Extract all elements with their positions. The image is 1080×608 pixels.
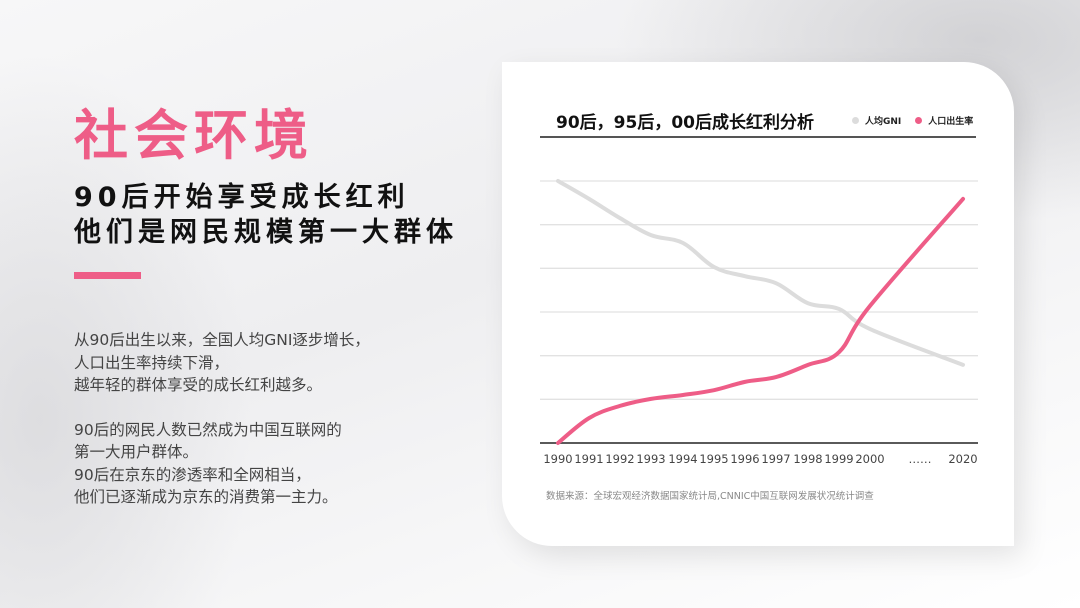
text-line: 90后在京东的渗透率和全网相当， [74, 465, 311, 484]
line-chart [540, 179, 978, 445]
x-tick-label: …… [908, 452, 932, 466]
x-tick-label: 1991 [574, 452, 604, 466]
legend-item-birth-rate: 人口出生率 [915, 114, 973, 127]
x-tick-label: 1997 [761, 452, 791, 466]
x-tick-label: 1996 [730, 452, 760, 466]
data-source-note: 数据来源：全球宏观经济数据国家统计局,CNNIC中国互联网发展状况统计调查 [546, 491, 874, 502]
text-line: 第一大用户群体。 [74, 443, 199, 461]
paragraph-2: 90后的网民人数已然成为中国互联网的 第一大用户群体。 90后在京东的渗透率和全… [74, 419, 370, 509]
x-tick-label: 1990 [543, 452, 573, 466]
legend-label: 人口出生率 [928, 117, 974, 127]
legend-dot-icon [852, 117, 859, 124]
subtitle: 90后开始享受成长红利 他们是网民规模第一大群体 [74, 180, 458, 250]
text-line: 人口出生率持续下滑， [74, 353, 230, 372]
text-line: 越年轻的群体享受的成长红利越多。 [74, 376, 323, 394]
text-line: 90后的网民人数已然成为中国互联网的 [74, 420, 342, 439]
title-underline [540, 136, 976, 138]
text-line: 从90后出生以来，全国人均GNI逐步增长， [74, 331, 370, 349]
legend-item-gni: 人均GNI [852, 114, 901, 127]
page-title: 社会环境 [74, 104, 314, 167]
x-tick-label: 1995 [699, 452, 729, 466]
gni-line [556, 179, 965, 367]
x-tick-label: 1992 [605, 452, 635, 466]
subtitle-line-1: 90后开始享受成长红利 [74, 182, 410, 213]
x-tick-label: 1999 [824, 452, 854, 466]
x-tick-label: 1993 [636, 452, 666, 466]
subtitle-line-2: 他们是网民规模第一大群体 [74, 217, 458, 248]
accent-divider [74, 272, 141, 279]
birth-rate-line [556, 196, 965, 445]
x-tick-label: 2000 [855, 452, 885, 466]
description: 从90后出生以来，全国人均GNI逐步增长， 人口出生率持续下滑， 越年轻的群体享… [74, 329, 370, 531]
chart-legend: 人均GNI 人口出生率 [852, 114, 973, 127]
chart-title: 90后，95后，00后成长红利分析 [556, 113, 814, 133]
x-tick-label: 2020 [948, 452, 978, 466]
text-line: 他们已逐渐成为京东的消费第一主力。 [74, 488, 338, 506]
x-tick-label: 1998 [793, 452, 823, 466]
legend-dot-icon [915, 117, 923, 124]
legend-label: 人均GNI [865, 117, 902, 127]
paragraph-1: 从90后出生以来，全国人均GNI逐步增长， 人口出生率持续下滑， 越年轻的群体享… [74, 329, 370, 397]
x-axis-labels: 1990 1991 1992 1993 1994 1995 1996 1997 1998 1999… [502, 452, 1014, 468]
x-tick-label: 1994 [668, 452, 698, 466]
chart-card: 90后，95后，00后成长红利分析 人均GNI 人口出生率 1990 1991 19… [502, 62, 1014, 546]
gridlines [540, 180, 978, 400]
